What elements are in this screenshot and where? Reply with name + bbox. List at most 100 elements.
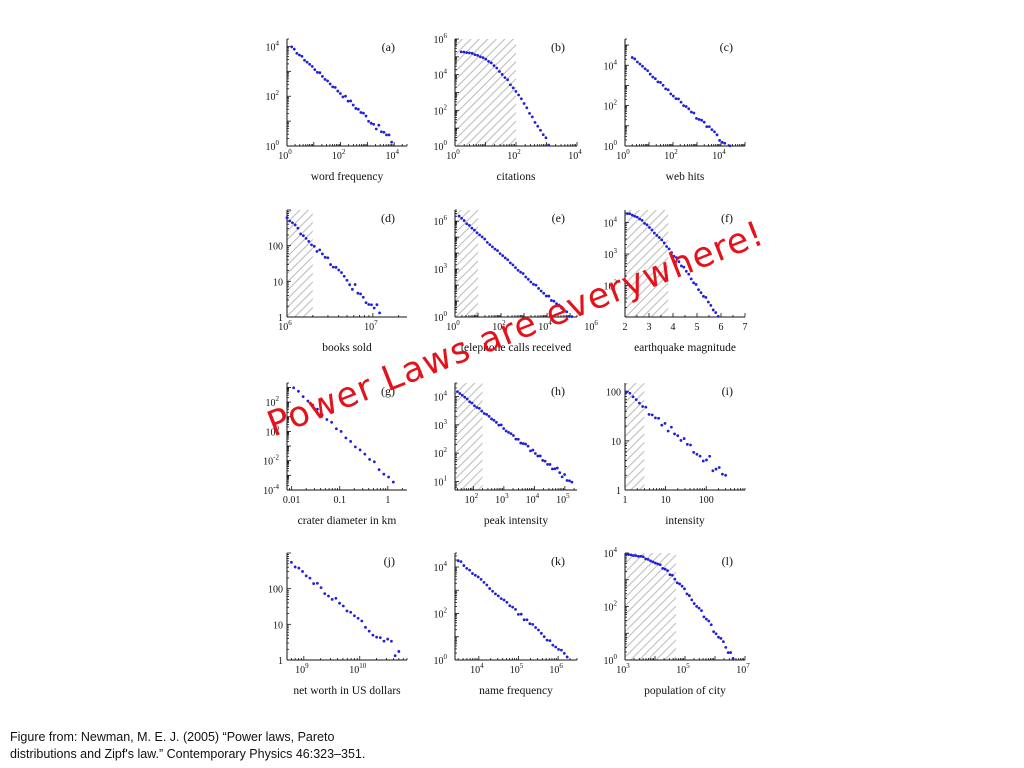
data-point — [352, 614, 356, 618]
x-tick-label: 104 — [385, 148, 399, 162]
data-point — [471, 572, 474, 575]
data-point — [487, 59, 490, 63]
data-point — [364, 625, 367, 629]
data-point — [673, 432, 676, 436]
data-point — [644, 557, 648, 561]
data-point — [301, 570, 304, 573]
data-point — [646, 69, 650, 73]
data-point — [687, 107, 691, 111]
data-point — [552, 299, 556, 303]
data-point — [714, 632, 718, 636]
data-point — [656, 562, 660, 566]
data-point — [484, 57, 488, 61]
data-point — [719, 636, 723, 640]
data-point — [630, 213, 634, 217]
data-point — [462, 50, 466, 54]
data-point — [643, 221, 646, 225]
data-point — [300, 54, 304, 58]
data-point — [666, 88, 670, 92]
data-point — [323, 592, 327, 596]
data-point — [647, 412, 651, 416]
x-tick-label: 2 — [623, 322, 628, 333]
y-tick-label: 102 — [604, 99, 618, 113]
data-point — [549, 299, 553, 302]
data-point — [473, 573, 477, 577]
data-point — [666, 429, 670, 433]
data-point — [485, 240, 489, 244]
data-point — [378, 311, 382, 315]
figure-caption: Figure from: Newman, M. E. J. (2005) “Po… — [10, 729, 440, 763]
data-point — [498, 252, 502, 256]
data-point — [304, 237, 308, 240]
data-point — [695, 452, 699, 456]
data-point — [695, 604, 699, 608]
data-point — [658, 563, 662, 567]
y-tick-label: 10-2 — [263, 454, 279, 468]
data-point — [533, 120, 537, 124]
data-point — [684, 269, 688, 273]
x-tick-label: 100 — [278, 148, 292, 162]
data-point — [334, 427, 338, 431]
data-point — [702, 615, 706, 619]
data-point — [374, 127, 378, 131]
data-point — [522, 618, 526, 622]
data-point — [308, 576, 312, 580]
panel-label-j: (j) — [384, 554, 395, 568]
x-tick-label: 0.1 — [334, 495, 347, 506]
data-point — [627, 553, 631, 556]
y-tick-label: 100 — [268, 242, 283, 253]
data-point — [496, 594, 500, 598]
data-point — [554, 645, 558, 649]
data-point — [356, 616, 360, 620]
shaded-region-l — [625, 553, 676, 660]
data-point — [516, 437, 520, 441]
data-point — [651, 75, 655, 79]
data-point — [663, 421, 667, 425]
data-point — [467, 223, 471, 227]
shaded-region-d — [287, 210, 313, 317]
data-point — [519, 441, 523, 445]
y-tick-label: 10 — [273, 620, 283, 631]
data-point — [387, 133, 391, 137]
data-point — [390, 639, 393, 643]
data-point — [344, 436, 348, 440]
data-point — [312, 244, 316, 248]
data-point — [546, 463, 549, 466]
data-point — [652, 231, 656, 235]
data-point — [660, 238, 664, 242]
data-point — [687, 594, 691, 597]
x-tick-label: 104 — [526, 492, 540, 506]
data-point — [551, 467, 554, 471]
x-tick-label: 1010 — [349, 662, 367, 676]
data-point — [292, 386, 296, 390]
data-point — [726, 651, 730, 655]
data-point — [480, 409, 484, 413]
data-point — [692, 602, 696, 605]
data-point — [311, 403, 315, 407]
x-tick-label: 7 — [743, 322, 748, 333]
data-point — [704, 617, 708, 621]
data-point — [543, 459, 547, 463]
data-point — [306, 399, 310, 403]
panel-i: 1 10 100 1 10 100 intensity (i) — [606, 383, 746, 527]
data-point — [673, 577, 677, 581]
data-point — [711, 308, 715, 312]
data-point — [318, 71, 322, 75]
data-point — [363, 452, 367, 456]
y-tick-label: 104 — [434, 560, 448, 574]
data-point — [500, 73, 504, 76]
data-point — [544, 136, 548, 140]
data-point — [718, 138, 722, 142]
data-point — [318, 248, 322, 252]
data-point — [648, 72, 652, 76]
data-point — [675, 256, 678, 260]
data-point — [545, 638, 549, 642]
y-tick-label: 10-4 — [263, 483, 279, 497]
data-point — [705, 458, 708, 462]
data-point — [631, 395, 635, 399]
data-point — [692, 450, 696, 454]
x-tick-label: 4 — [671, 322, 676, 333]
data-point — [547, 294, 551, 298]
data-point — [295, 51, 299, 55]
data-point — [488, 243, 492, 247]
